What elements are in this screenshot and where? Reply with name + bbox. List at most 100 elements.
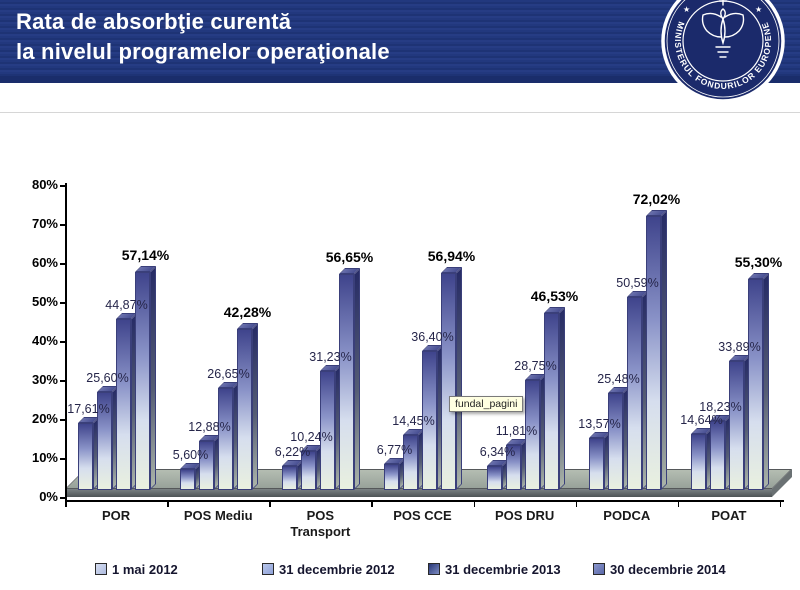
bar-front-face xyxy=(544,313,559,490)
legend-marker xyxy=(593,563,605,575)
x-axis-tick xyxy=(779,500,782,507)
x-axis-tick xyxy=(269,500,271,507)
legend-label: 31 decembrie 2012 xyxy=(279,561,395,577)
seal-outer-ring xyxy=(661,0,785,103)
y-axis-label: 30% xyxy=(31,372,58,387)
bar-front-face xyxy=(384,464,399,490)
bar-front-face xyxy=(710,421,725,490)
bar xyxy=(384,458,405,490)
bar-value-label: 31,23% xyxy=(309,350,352,364)
bar-front-face xyxy=(237,329,252,490)
page-title-line2: la nivelul programelor operaţionale xyxy=(16,39,390,64)
bar-front-face xyxy=(691,434,706,490)
bar-value-label: 6,77% xyxy=(376,443,413,457)
bar-front-face xyxy=(608,393,623,490)
bar-front-face xyxy=(403,435,418,490)
y-axis-tick xyxy=(60,185,65,187)
bar-front-face xyxy=(627,297,642,490)
bar-front-face xyxy=(97,392,112,490)
bar xyxy=(320,365,341,490)
bar-value-label: 44,87% xyxy=(105,298,148,312)
page-title: Rata de absorbţie curentă la nivelul pro… xyxy=(16,7,390,67)
x-axis-label: POS Mediu xyxy=(183,508,253,523)
y-axis-line xyxy=(65,183,67,501)
bar-front-face xyxy=(180,469,195,490)
bar-value-label: 56,94% xyxy=(427,248,476,264)
x-axis-tick xyxy=(371,500,373,507)
bar xyxy=(487,460,508,490)
bar-front-face xyxy=(748,279,763,490)
y-axis-tick xyxy=(60,263,65,265)
y-axis-tick xyxy=(60,302,65,304)
y-axis-tick xyxy=(60,497,65,499)
bar-side-face xyxy=(763,273,769,490)
bar xyxy=(339,268,360,490)
bar-front-face xyxy=(282,466,297,490)
bar-front-face xyxy=(135,272,150,490)
bar-value-label: 13,57% xyxy=(578,417,621,431)
bar-value-label: 25,60% xyxy=(86,371,129,385)
bar xyxy=(237,323,258,490)
bar xyxy=(218,382,239,490)
page-title-line1: Rata de absorbţie curentă xyxy=(16,9,292,34)
y-axis-label: 20% xyxy=(31,411,58,426)
bar xyxy=(116,313,137,490)
bar-value-label: 18,23% xyxy=(699,400,742,414)
legend-item: 31 decembrie 2013 xyxy=(428,561,561,577)
bar xyxy=(441,267,462,490)
bar-value-label: 57,14% xyxy=(121,247,170,263)
bar-value-label: 55,30% xyxy=(734,254,783,270)
legend-label: 30 decembrie 2014 xyxy=(610,561,726,577)
bar xyxy=(403,429,424,490)
bar-front-face xyxy=(301,451,316,490)
x-axis-label: POS DRU xyxy=(495,508,555,523)
bar xyxy=(135,266,156,490)
eagle-icon xyxy=(701,0,745,58)
bar-front-face xyxy=(116,319,131,490)
x-axis-tick xyxy=(167,500,169,507)
bar-value-label: 42,28% xyxy=(223,304,272,320)
y-axis-tick xyxy=(60,341,65,343)
bar-value-label: 11,81% xyxy=(495,424,538,438)
separator-line xyxy=(0,112,800,113)
bar-front-face xyxy=(729,361,744,490)
bar xyxy=(199,435,220,490)
legend-item: 1 mai 2012 xyxy=(95,561,178,577)
bar-value-label: 12,88% xyxy=(188,420,231,434)
bar xyxy=(544,307,565,490)
bar xyxy=(78,417,99,490)
legend-item: 31 decembrie 2012 xyxy=(262,561,395,577)
bar-side-face xyxy=(559,307,565,490)
bar xyxy=(301,445,322,490)
legend-marker xyxy=(262,563,274,575)
bar xyxy=(748,273,769,490)
bar-value-label: 25,48% xyxy=(597,372,640,386)
bar-value-label: 10,24% xyxy=(290,430,333,444)
bar-value-label: 14,64% xyxy=(680,413,723,427)
bar-value-label: 56,65% xyxy=(325,249,374,265)
y-axis-tick xyxy=(60,224,65,226)
bar-front-face xyxy=(422,351,437,490)
legend-marker xyxy=(95,563,107,575)
y-axis-label: 0% xyxy=(39,489,58,504)
bar xyxy=(646,210,667,490)
legend-label: 1 mai 2012 xyxy=(112,561,178,577)
bar-front-face xyxy=(589,438,604,490)
bar-front-face xyxy=(78,423,93,490)
x-axis-line xyxy=(65,500,784,502)
legend-label: 31 decembrie 2013 xyxy=(445,561,561,577)
bar-value-label: 28,75% xyxy=(514,359,557,373)
bar-side-face xyxy=(354,268,360,490)
bar-front-face xyxy=(320,371,335,490)
bar xyxy=(180,463,201,490)
bar-front-face xyxy=(646,216,661,490)
bar-value-label: 26,65% xyxy=(207,367,250,381)
x-axis-label: POS CCE xyxy=(393,508,452,523)
bar xyxy=(422,345,443,490)
bar xyxy=(589,432,610,490)
x-axis-label: POR xyxy=(101,508,131,523)
legend-marker xyxy=(428,563,440,575)
y-axis-tick xyxy=(60,458,65,460)
